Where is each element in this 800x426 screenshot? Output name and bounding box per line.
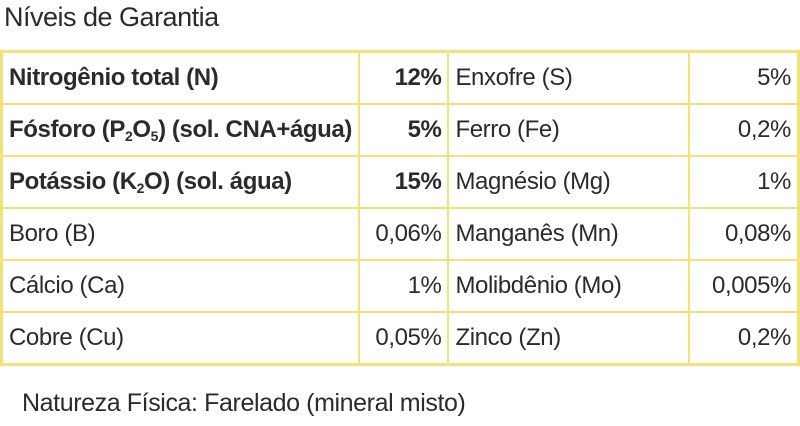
nutrient-value: 0,2% xyxy=(688,103,800,157)
nutrient-name: Manganês (Mn) xyxy=(447,207,691,261)
footer: Natureza Física: Farelado (mineral misto… xyxy=(22,389,466,417)
nutrient-name: Zinco (Zn) xyxy=(447,311,691,366)
nutrient-value: 0,005% xyxy=(688,259,800,313)
table-row: Boro (B) 0,06% Manganês (Mn) 0,08% xyxy=(0,207,800,261)
table-row: Fósforo (P2O5) (sol. CNA+água) 5% Ferro (F… xyxy=(0,103,800,157)
nutrient-value: 1% xyxy=(357,259,450,313)
nutrient-name: Molibdênio (Mo) xyxy=(447,259,691,313)
nutrient-name: Ferro (Fe) xyxy=(447,103,691,157)
nutrient-name: Cobre (Cu) xyxy=(0,311,360,366)
nutrient-name: Nitrogênio total (N) xyxy=(0,50,360,105)
nutrient-name: Enxofre (S) xyxy=(447,50,691,105)
guarantee-table: Nitrogênio total (N) 12% Enxofre (S) 5% Fósf… xyxy=(0,50,800,366)
nutrient-value: 12% xyxy=(357,50,450,105)
nutrient-value: 5% xyxy=(357,103,450,157)
nutrient-value: 0,08% xyxy=(688,207,800,261)
nutrient-value: 0,06% xyxy=(357,207,450,261)
table-row: Potássio (K2O) (sol. água) 15% Magnésio (M… xyxy=(0,155,800,209)
nutrient-value: 5% xyxy=(688,50,800,105)
nutrient-value: 1% xyxy=(688,155,800,209)
table-row: Cálcio (Ca) 1% Molibdênio (Mo) 0,005% xyxy=(0,259,800,313)
nutrient-name: Boro (B) xyxy=(0,207,360,261)
nutrient-name: Cálcio (Ca) xyxy=(0,259,360,313)
table-row: Cobre (Cu) 0,05% Zinco (Zn) 0,2% xyxy=(0,311,800,366)
nutrient-value: 0,05% xyxy=(357,311,450,366)
table-row: Nitrogênio total (N) 12% Enxofre (S) 5% xyxy=(0,50,800,105)
title: Níveis de Garantia xyxy=(4,2,219,32)
nutrient-name: Fósforo (P2O5) (sol. CNA+água) xyxy=(0,103,360,157)
nutrient-name: Magnésio (Mg) xyxy=(447,155,691,209)
nutrient-value: 0,2% xyxy=(688,311,800,366)
nutrient-value: 15% xyxy=(357,155,450,209)
nutrient-name: Potássio (K2O) (sol. água) xyxy=(0,155,360,209)
